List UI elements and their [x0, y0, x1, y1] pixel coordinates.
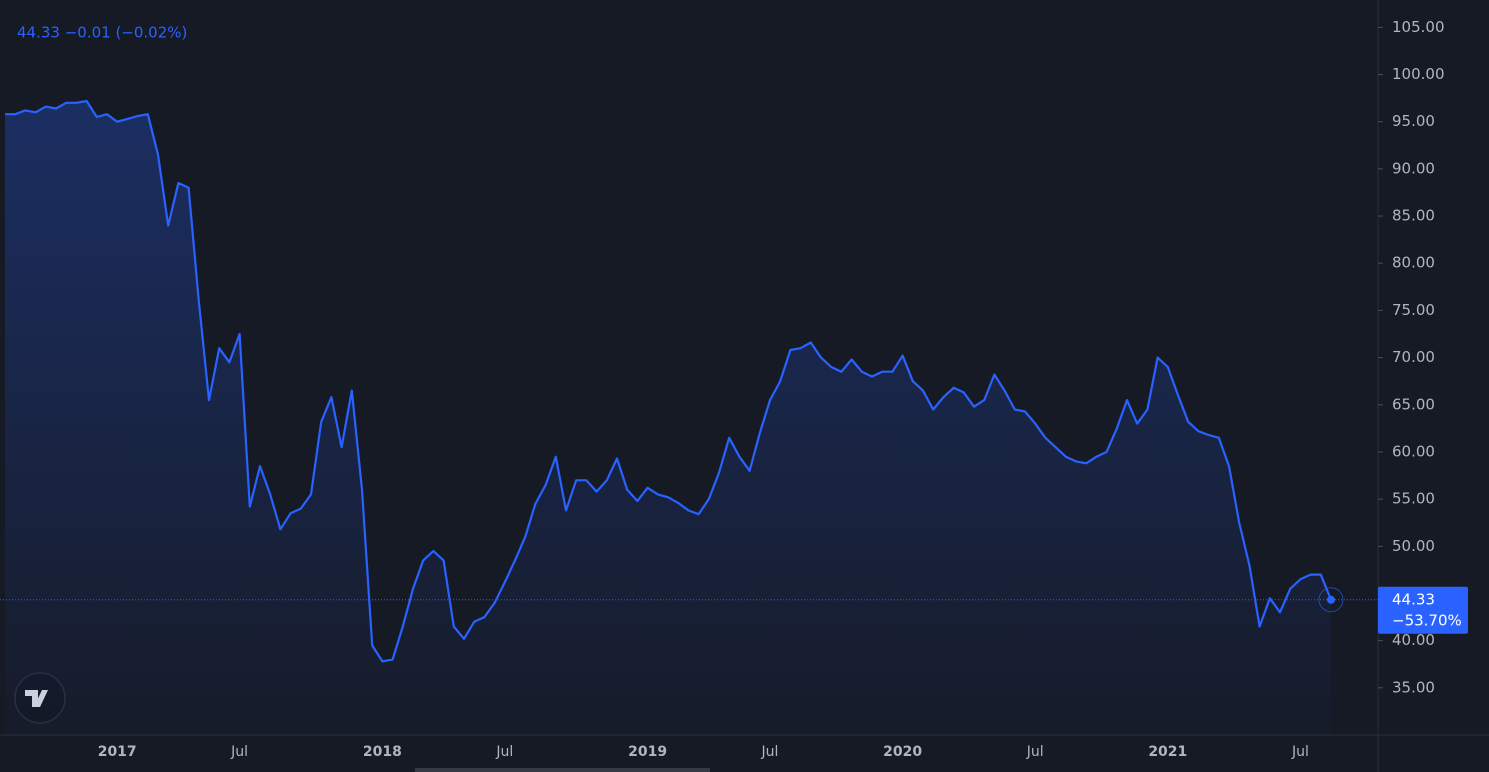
legend-text: 44.33 −0.01 (−0.02%): [17, 24, 187, 42]
y-tick-label: 90.00: [1392, 159, 1435, 177]
x-tick-label: 2019: [628, 744, 667, 760]
price-tag: [1378, 586, 1468, 634]
x-tick-label: Jul: [230, 744, 248, 760]
y-tick-label: 60.00: [1392, 442, 1435, 460]
x-tick-label: Jul: [1026, 744, 1044, 760]
y-tick-label: 105.00: [1392, 18, 1445, 36]
y-tick-label: 40.00: [1392, 631, 1435, 649]
price-tag-change: −53.70%: [1392, 611, 1462, 629]
y-tick-label: 35.00: [1392, 678, 1435, 696]
y-tick-label: 85.00: [1392, 207, 1435, 225]
x-tick-label: 2021: [1148, 744, 1187, 760]
y-tick-label: 100.00: [1392, 65, 1445, 83]
price-tag-value: 44.33: [1392, 590, 1435, 608]
y-tick-label: 75.00: [1392, 301, 1435, 319]
y-tick-label: 65.00: [1392, 395, 1435, 413]
x-tick-label: 2018: [363, 744, 402, 760]
y-tick-label: 55.00: [1392, 490, 1435, 508]
price-line: [5, 99, 1333, 663]
x-tick-label: 2020: [883, 744, 922, 760]
y-tick-label: 95.00: [1392, 112, 1435, 130]
y-tick-label: 50.00: [1392, 537, 1435, 555]
y-tick-label: 70.00: [1392, 348, 1435, 366]
x-tick-label: Jul: [761, 744, 779, 760]
area-fill: [5, 101, 1331, 735]
scrollbar: [415, 768, 710, 772]
last-point: [1327, 595, 1335, 604]
y-tick-label: 80.00: [1392, 254, 1435, 272]
last-point-ring: [1318, 587, 1344, 613]
x-tick-label: 2017: [98, 744, 137, 760]
x-tick-label: Jul: [495, 744, 513, 760]
x-tick-label: Jul: [1291, 744, 1309, 760]
